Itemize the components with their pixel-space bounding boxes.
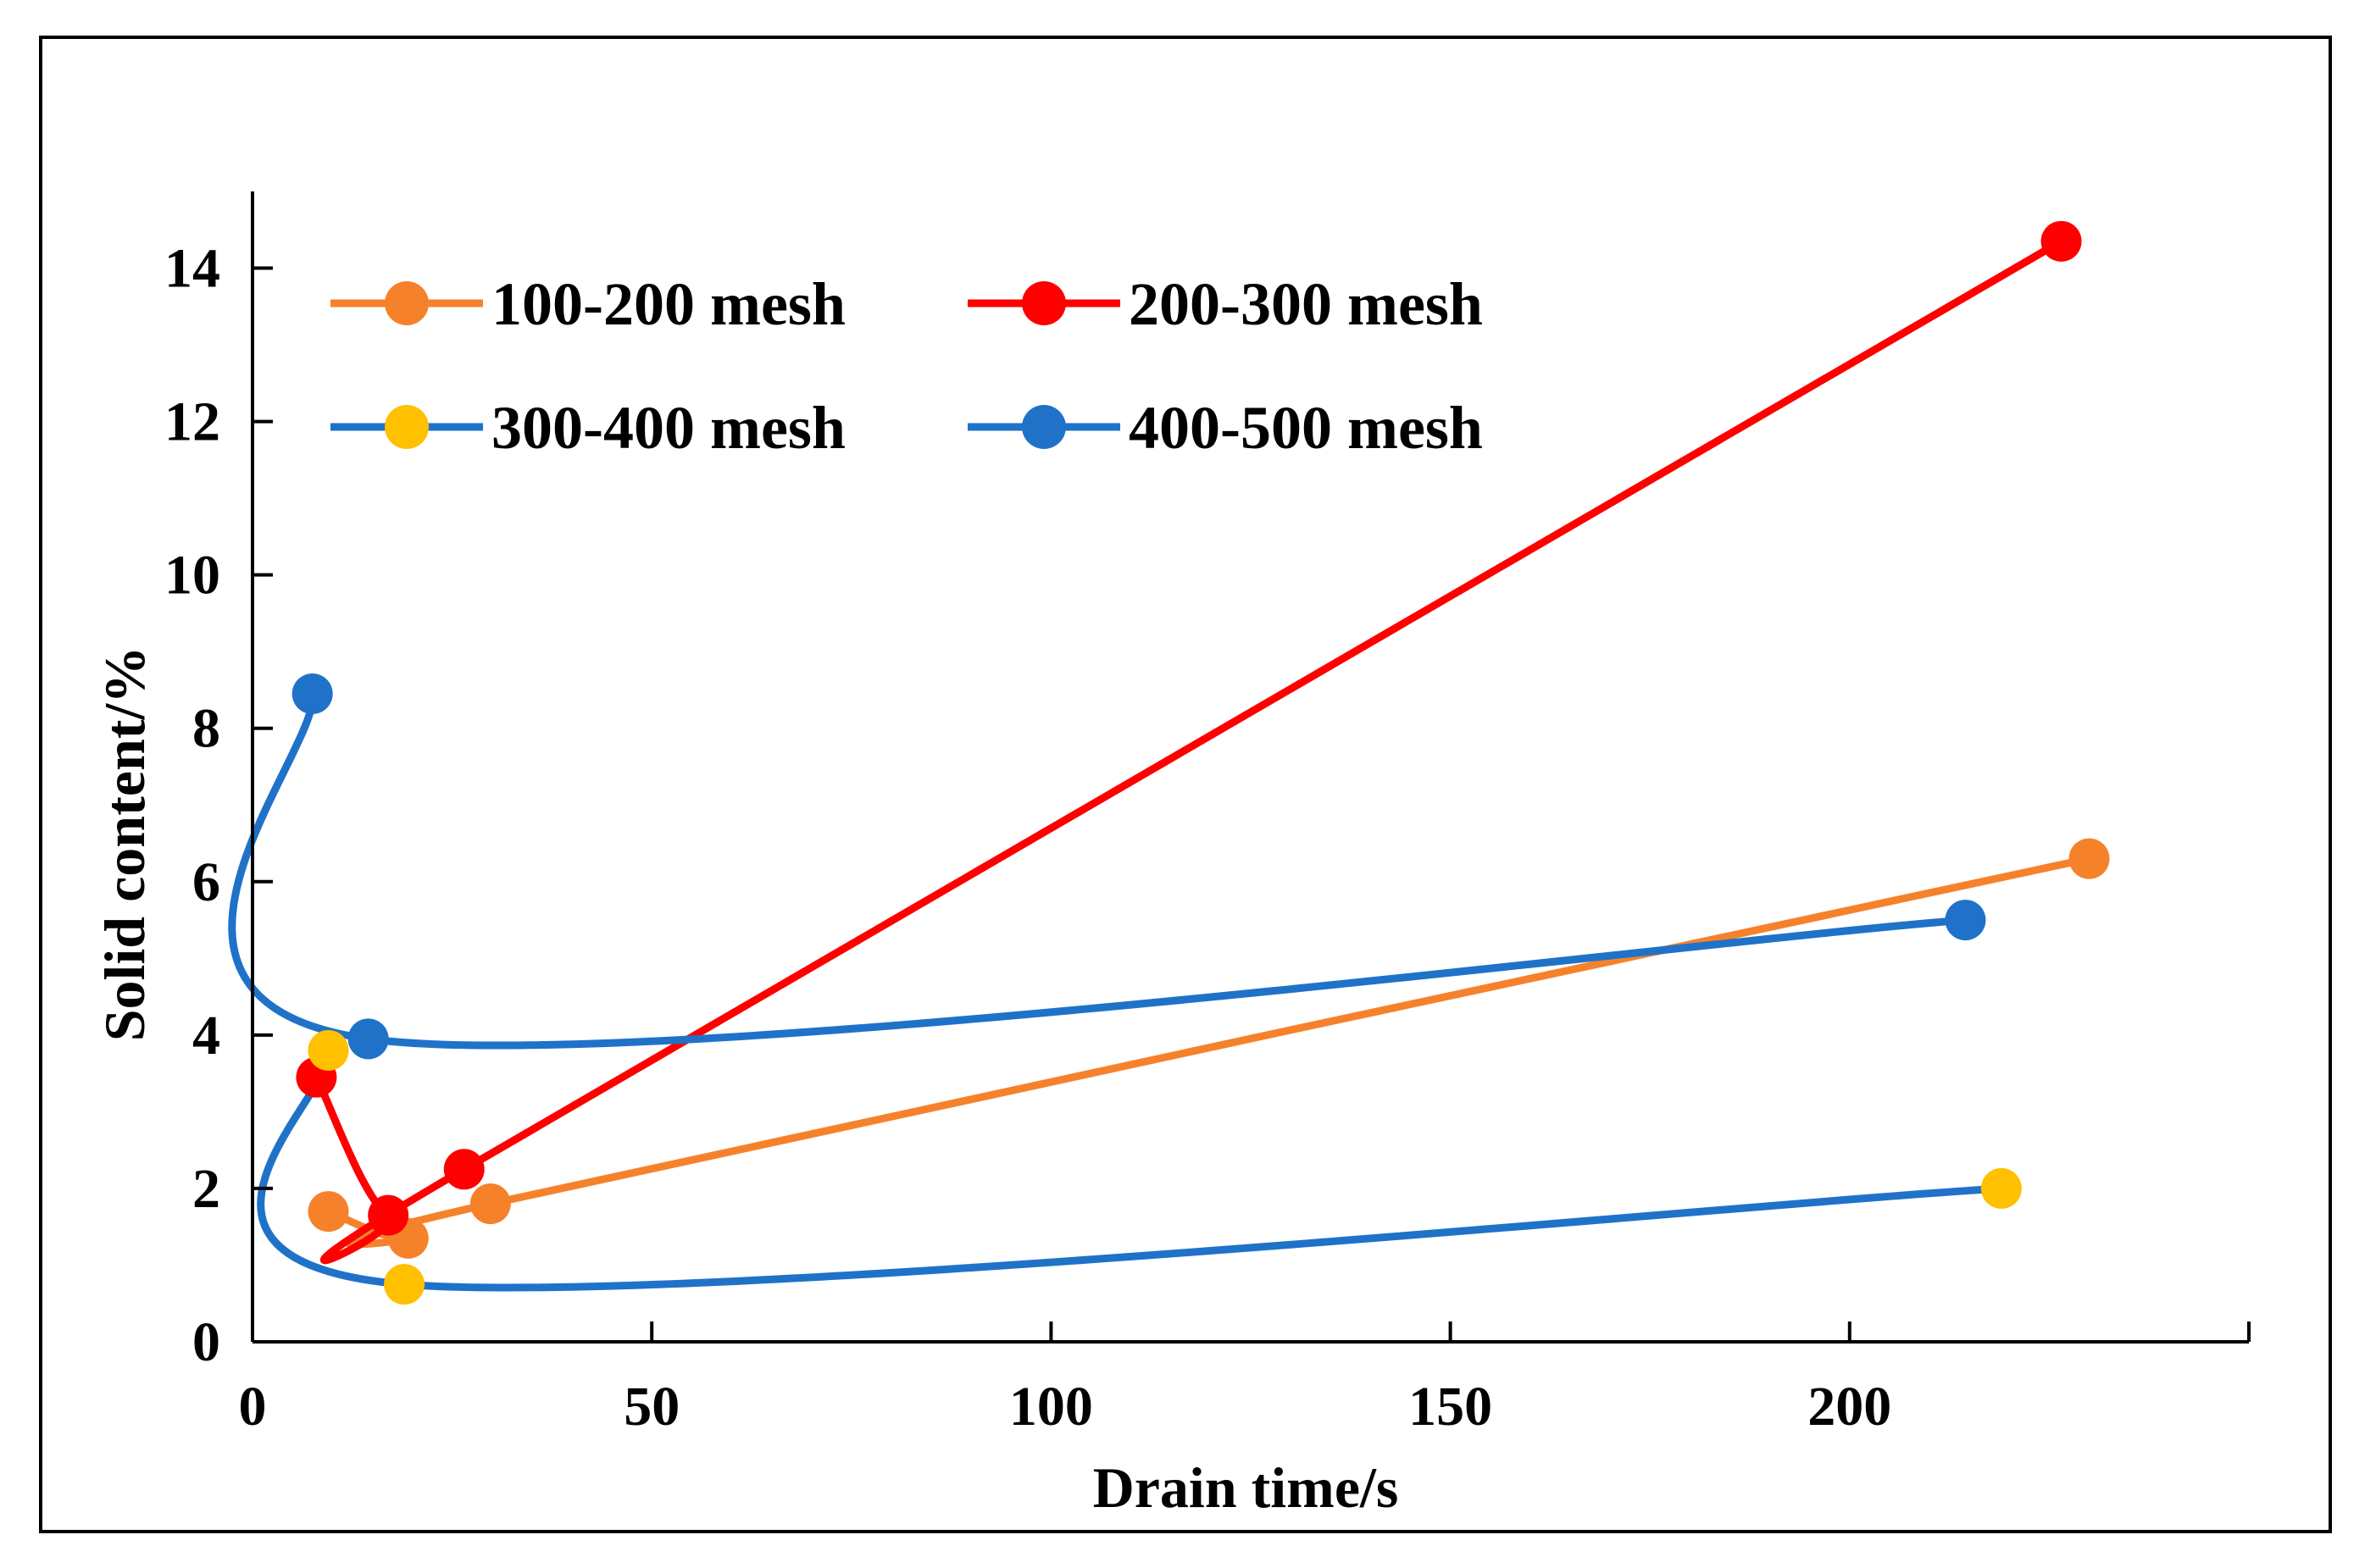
data-point [443, 1149, 485, 1190]
series-line-1 [325, 855, 2094, 1249]
data-point [291, 673, 333, 714]
series-line-3 [257, 1046, 2006, 1292]
y-axis-title: Solid content/% [92, 646, 157, 1042]
legend-label: 100-200 mesh [491, 270, 846, 338]
series-line-4 [228, 690, 1969, 1050]
data-point [2040, 220, 2082, 262]
y-tick-label: 12 [164, 391, 220, 453]
chart-frame: 0 2 4 6 8 10 12 14 0 50 100 150 200 100-200 mesh 200-… [39, 36, 2332, 1533]
x-tick-label: 100 [1009, 1376, 1093, 1438]
data-point [384, 1264, 425, 1305]
data-point [308, 1191, 349, 1233]
x-tick-label: 0 [239, 1376, 267, 1438]
legend-marker [1022, 281, 1066, 325]
x-tick-label: 200 [1807, 1376, 1891, 1438]
y-tick-label: 4 [192, 1005, 220, 1067]
chart-svg: 0 2 4 6 8 10 12 14 0 50 100 150 200 100-200 mesh 200-… [92, 191, 2251, 1520]
data-point [368, 1194, 409, 1236]
legend-marker [385, 405, 429, 449]
x-tick-label: 50 [624, 1376, 680, 1438]
data-point [347, 1018, 389, 1060]
axis-layer: 0 2 4 6 8 10 12 14 0 50 100 150 200 [164, 191, 2251, 1438]
legend-marker [385, 281, 429, 325]
legend-label: 300-400 mesh [491, 394, 846, 462]
data-point [2068, 838, 2110, 879]
y-tick-label: 0 [192, 1311, 220, 1373]
y-tick-label: 10 [164, 545, 220, 607]
y-tick-label: 8 [192, 698, 220, 760]
legend-layer: 100-200 mesh 200-300 mesh 300-400 mesh 400-… [330, 270, 1483, 462]
y-tick-label: 6 [192, 851, 220, 913]
y-tick-label: 2 [192, 1158, 220, 1220]
data-point [308, 1029, 349, 1071]
data-point [1980, 1167, 2022, 1209]
y-tick-label: 14 [164, 238, 220, 300]
data-point [469, 1183, 511, 1225]
legend-label: 400-500 mesh [1129, 394, 1483, 462]
data-point [1945, 900, 1986, 941]
x-tick-label: 150 [1408, 1376, 1492, 1438]
series-layer [228, 220, 2110, 1305]
legend-label: 200-300 mesh [1129, 270, 1483, 338]
legend-marker [1022, 405, 1066, 449]
x-axis-title: Drain time/s [1093, 1455, 1399, 1520]
